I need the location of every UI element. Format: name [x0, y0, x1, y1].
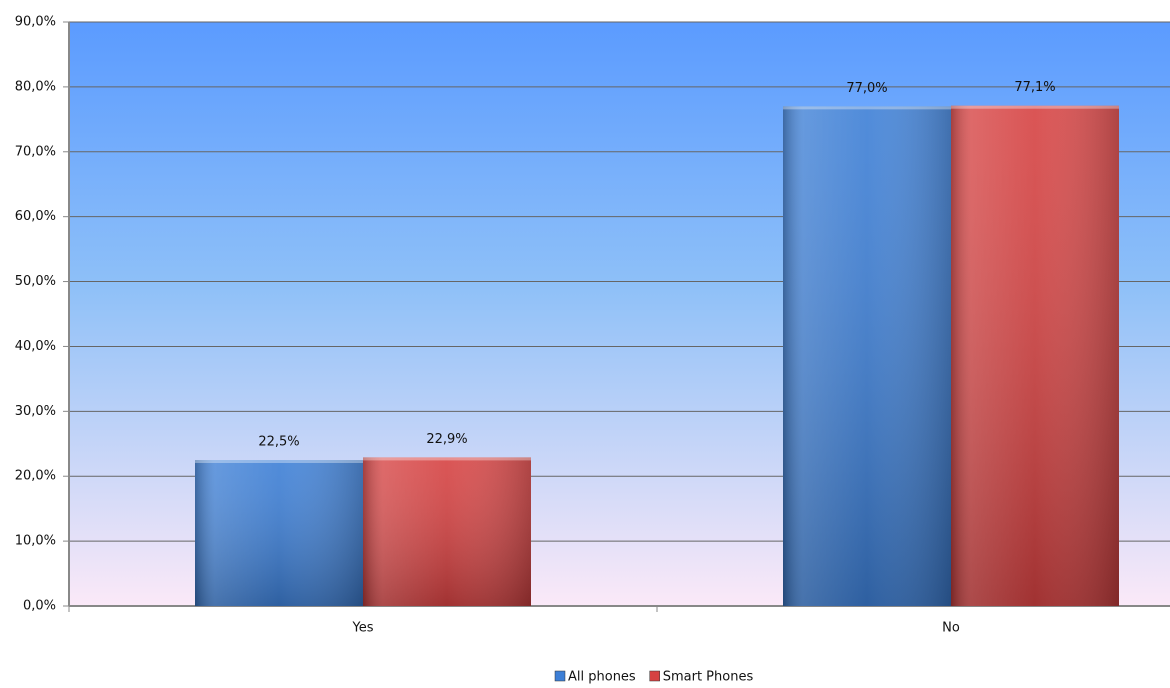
legend-label: Smart Phones: [663, 670, 754, 685]
bar-shine: [195, 460, 363, 606]
bar-top: [783, 106, 951, 110]
value-label: 77,1%: [1014, 80, 1055, 95]
bar-shine: [783, 106, 951, 606]
bar-top: [951, 105, 1119, 109]
y-tick-label: 30,0%: [15, 404, 56, 419]
value-label: 22,5%: [258, 435, 299, 450]
bar-shine: [951, 105, 1119, 606]
bar-top: [195, 460, 363, 463]
x-tick-label: No: [942, 621, 960, 636]
legend-label: All phones: [568, 670, 636, 685]
legend-swatch: [649, 670, 660, 682]
y-tick-label: 10,0%: [15, 534, 56, 549]
y-tick-label: 0,0%: [23, 599, 56, 614]
value-label: 22,9%: [426, 432, 467, 447]
x-tick-label: Yes: [352, 621, 374, 636]
y-tick-label: 80,0%: [15, 79, 56, 94]
y-tick-label: 90,0%: [15, 15, 56, 30]
bar-shine: [363, 457, 531, 606]
y-tick-label: 70,0%: [15, 144, 56, 159]
legend-swatch: [554, 670, 566, 682]
y-tick-label: 50,0%: [15, 274, 56, 289]
y-tick-label: 20,0%: [15, 469, 56, 484]
y-tick-label: 60,0%: [15, 209, 56, 224]
bar-top: [363, 457, 531, 461]
y-tick-label: 40,0%: [15, 339, 56, 354]
value-label: 77,0%: [846, 81, 887, 96]
